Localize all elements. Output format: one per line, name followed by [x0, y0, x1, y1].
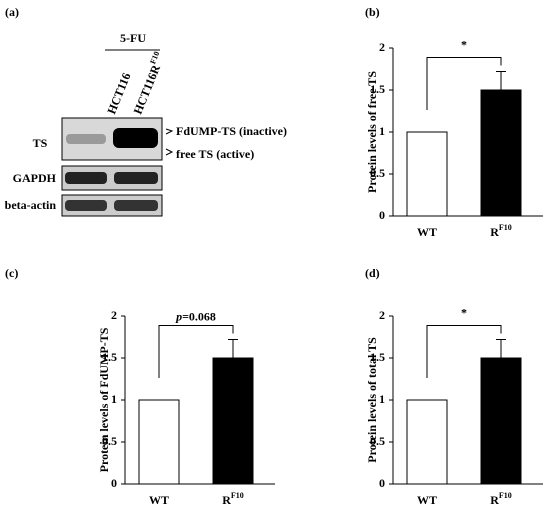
x-tick-label: WT	[417, 225, 437, 239]
y-tick-label: 2	[379, 40, 385, 54]
annotation-text: *	[461, 305, 467, 319]
y-tick-label: 0.5	[370, 166, 385, 180]
y-tick-label: 0.5	[102, 434, 117, 448]
annotation: p=0.068	[175, 309, 216, 323]
category: R	[222, 493, 231, 507]
annotation-text: =0.068	[182, 309, 216, 323]
lane-label: HCT116RF10	[129, 50, 168, 116]
bar	[406, 399, 448, 485]
y-tick-label: 0	[111, 476, 117, 490]
significance-bracket	[158, 325, 234, 378]
bar	[212, 357, 254, 485]
panel-label: (a)	[5, 5, 19, 19]
category: WT	[417, 225, 437, 239]
x-tick-label: WT	[417, 493, 437, 507]
panel-label: (c)	[5, 266, 18, 280]
y-tick-label: 1	[379, 392, 385, 406]
category-sup: F10	[231, 491, 244, 500]
y-tick-label: 0	[379, 208, 385, 222]
category: R	[490, 493, 499, 507]
annotation-italic: p	[175, 309, 182, 323]
error-bar	[496, 71, 506, 90]
y-tick-label: 1.5	[102, 350, 117, 364]
y-axis-label: Protein levels of free TS	[365, 71, 379, 193]
category: WT	[417, 493, 437, 507]
y-axis-label: Protein levels of total TS	[365, 337, 379, 463]
error-bar	[496, 339, 506, 358]
annotation: *	[461, 305, 467, 319]
row-label: GAPDH	[13, 171, 57, 185]
panel-label: (d)	[365, 266, 380, 280]
bar	[480, 89, 522, 217]
annotation-text: *	[461, 37, 467, 51]
y-tick-label: 1	[379, 124, 385, 138]
chart: (b) Protein levels of free TS 0 0.5 1 1.5 2 WT R…	[365, 5, 543, 239]
chart: (c) Protein levels of FdUMP-TS0 0.5 1 1.5 2 WT…	[5, 266, 275, 507]
category: WT	[149, 493, 169, 507]
y-tick-label: 1.5	[370, 82, 385, 96]
row-label: beta-actin	[5, 198, 57, 212]
significance-bracket	[426, 325, 502, 378]
x-tick-label: WT	[149, 493, 169, 507]
x-tick-label: RF10	[490, 491, 512, 507]
y-axis-label: Protein levels of FdUMP-TS	[97, 327, 111, 472]
bar	[406, 131, 448, 217]
band-bracket	[165, 128, 174, 156]
error-bar	[228, 339, 238, 358]
band	[65, 200, 107, 211]
y-tick-label: 1	[111, 392, 117, 406]
category: R	[490, 225, 499, 239]
annotation: *	[461, 37, 467, 51]
x-tick-label: RF10	[222, 491, 244, 507]
band-label: free TS (active)	[176, 147, 254, 161]
band	[114, 200, 158, 211]
bar	[138, 399, 180, 485]
panel-label: (b)	[365, 5, 380, 19]
bar	[480, 357, 522, 485]
band	[65, 172, 107, 184]
y-tick-label: 2	[379, 308, 385, 322]
y-tick-label: 0.5	[370, 434, 385, 448]
x-tick-label: RF10	[490, 223, 512, 239]
band	[114, 172, 158, 184]
row-label: TS	[33, 136, 48, 150]
chart: (d) Protein levels of total TS0 0.5 1 1.5 2 WT…	[365, 266, 543, 507]
band	[66, 134, 106, 144]
band	[113, 128, 158, 148]
y-tick-label: 2	[111, 308, 117, 322]
blot-panel: (a) 5-FU HCT116 HCT116RF10 TS GAPDH beta…	[5, 5, 287, 217]
significance-bracket	[426, 57, 502, 110]
lane-label: HCT116	[104, 71, 133, 116]
y-tick-label: 0	[379, 476, 385, 490]
y-tick-label: 1.5	[370, 350, 385, 364]
treatment-label: 5-FU	[120, 31, 146, 45]
band-label: FdUMP-TS (inactive)	[176, 124, 287, 138]
category-sup: F10	[499, 223, 512, 232]
category-sup: F10	[499, 491, 512, 500]
